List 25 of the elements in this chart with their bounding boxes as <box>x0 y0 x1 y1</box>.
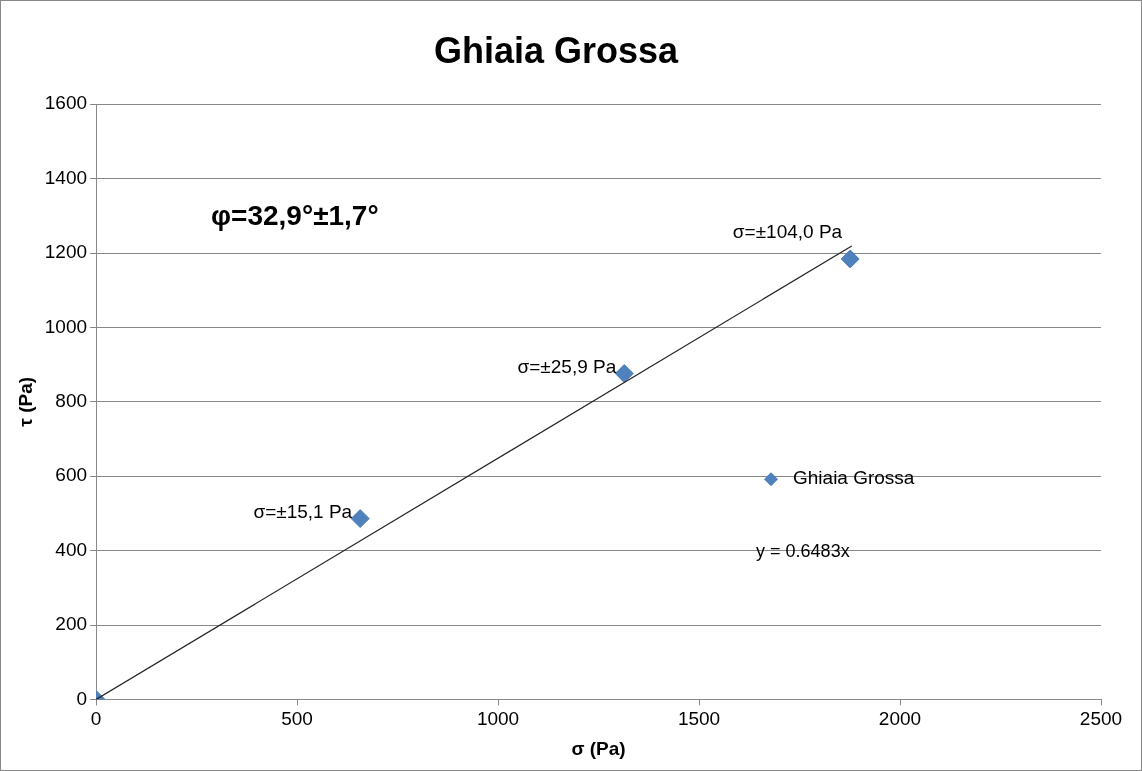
x-tick-label: 0 <box>90 708 102 730</box>
x-tick-label: 2000 <box>878 708 922 730</box>
x-axis-title: σ (Pa) <box>571 737 626 759</box>
chart-title: Ghiaia Grossa <box>433 29 680 71</box>
y-tick-label: 1000 <box>44 315 88 337</box>
y-tick-label: 200 <box>55 613 88 635</box>
y-tick-label: 1400 <box>44 166 88 188</box>
y-tick-label: 0 <box>76 687 88 709</box>
y-tick-label: 400 <box>55 538 88 560</box>
annotation: σ=±15,1 Pa <box>253 500 353 522</box>
legend-label: Ghiaia Grossa <box>793 467 915 489</box>
x-tick-label: 2500 <box>1079 708 1123 730</box>
annotation: σ=±104,0 Pa <box>732 221 843 243</box>
y-tick-label: 1200 <box>44 241 88 263</box>
annotation: σ=±25,9 Pa <box>517 355 617 377</box>
y-axis-title: τ (Pa) <box>14 376 36 427</box>
point <box>840 249 860 269</box>
x-tick-label: 1500 <box>677 708 721 730</box>
y-tick-label: 800 <box>55 390 88 412</box>
annotation: φ=32,9°±1,7° <box>211 199 379 231</box>
annotation: y = 0.6483x <box>756 541 850 562</box>
x-tick-label: 500 <box>281 708 313 730</box>
y-tick-label: 600 <box>55 464 88 486</box>
y-tick-label: 1600 <box>44 92 88 114</box>
x-tick-label: 1000 <box>476 708 520 730</box>
